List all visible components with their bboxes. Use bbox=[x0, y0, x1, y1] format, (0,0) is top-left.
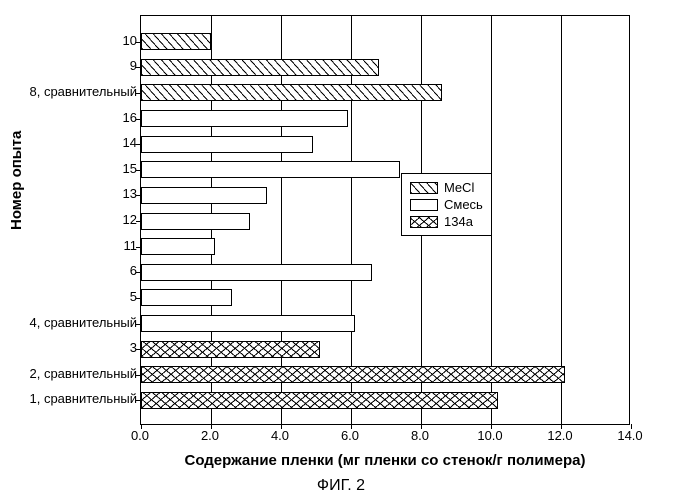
bar bbox=[141, 366, 565, 383]
chart-container: Номер опыта Содержание пленки (мг пленки… bbox=[0, 0, 682, 500]
legend-label: MeCl bbox=[444, 180, 474, 195]
xtick-label: 12.0 bbox=[545, 428, 575, 443]
figure-caption: ФИГ. 2 bbox=[0, 477, 682, 495]
category-label: 16 bbox=[123, 110, 137, 125]
xtick-label: 10.0 bbox=[475, 428, 505, 443]
legend-item: MeCl bbox=[410, 180, 483, 195]
x-axis-label: Содержание пленки (мг пленки со стенок/г… bbox=[160, 452, 610, 469]
legend-swatch bbox=[410, 216, 438, 228]
category-label: 3 bbox=[130, 340, 137, 355]
bar bbox=[141, 161, 400, 178]
bar bbox=[141, 392, 498, 409]
category-label: 12 bbox=[123, 212, 137, 227]
bar bbox=[141, 136, 313, 153]
bar bbox=[141, 315, 355, 332]
bars-area bbox=[141, 16, 629, 424]
xtick-label: 6.0 bbox=[335, 428, 365, 443]
category-label: 4, сравнительный bbox=[29, 315, 137, 330]
category-label: 8, сравнительный bbox=[29, 84, 137, 99]
category-label: 13 bbox=[123, 186, 137, 201]
xtick-label: 0.0 bbox=[125, 428, 155, 443]
category-label: 15 bbox=[123, 161, 137, 176]
legend-swatch bbox=[410, 199, 438, 211]
legend: MeCl Смесь 134a bbox=[401, 173, 492, 236]
category-label: 2, сравнительный bbox=[29, 366, 137, 381]
legend-label: Смесь bbox=[444, 197, 483, 212]
bar bbox=[141, 33, 211, 50]
bar bbox=[141, 59, 379, 76]
legend-item: Смесь bbox=[410, 197, 483, 212]
bar bbox=[141, 187, 267, 204]
category-label: 14 bbox=[123, 135, 137, 150]
y-axis-label: Номер опыта bbox=[8, 131, 25, 230]
plot-area: MeCl Смесь 134a bbox=[140, 15, 630, 425]
bar bbox=[141, 238, 215, 255]
xtick-label: 2.0 bbox=[195, 428, 225, 443]
bar bbox=[141, 289, 232, 306]
category-label: 11 bbox=[124, 238, 138, 253]
category-label: 6 bbox=[130, 263, 137, 278]
category-label: 9 bbox=[130, 58, 137, 73]
xtick-label: 4.0 bbox=[265, 428, 295, 443]
category-label: 10 bbox=[123, 33, 137, 48]
xtick-label: 8.0 bbox=[405, 428, 435, 443]
category-label: 5 bbox=[130, 289, 137, 304]
bar bbox=[141, 84, 442, 101]
bar bbox=[141, 341, 320, 358]
bar bbox=[141, 110, 348, 127]
legend-item: 134a bbox=[410, 214, 483, 229]
xtick-label: 14.0 bbox=[615, 428, 645, 443]
bar bbox=[141, 213, 250, 230]
category-label: 1, сравнительный bbox=[29, 391, 137, 406]
bar bbox=[141, 264, 372, 281]
legend-swatch bbox=[410, 182, 438, 194]
legend-label: 134a bbox=[444, 214, 473, 229]
